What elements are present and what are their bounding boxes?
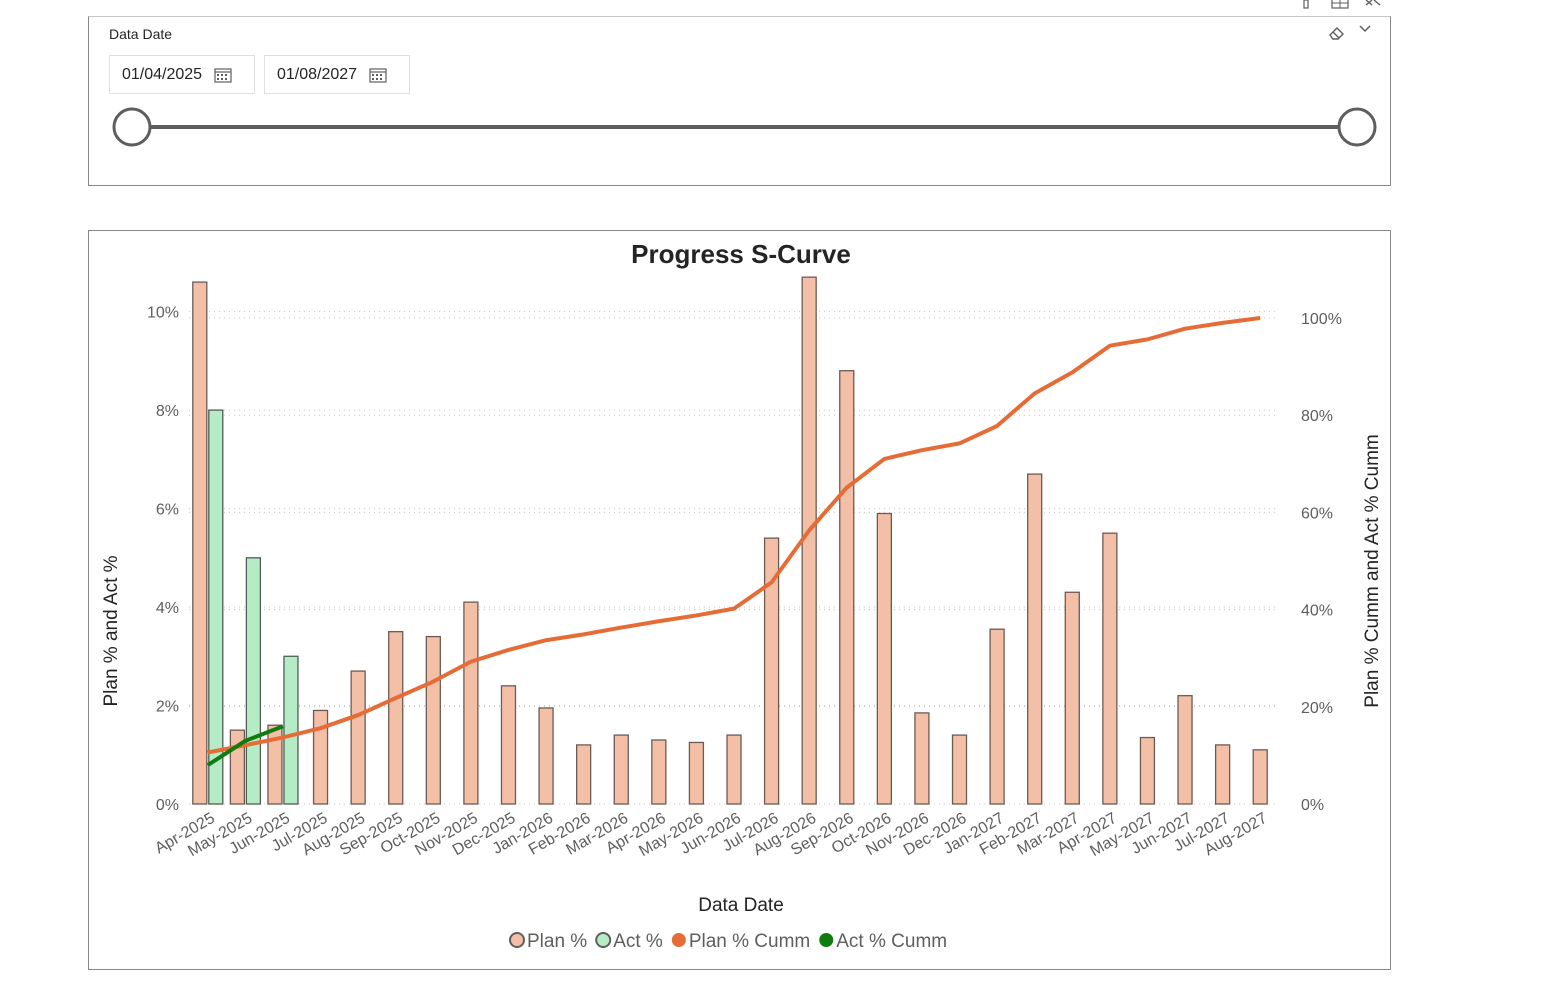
focus-mode-icon[interactable] [1331, 0, 1349, 9]
date-slicer: Data Date 01/04/2025 01/08/2027 [88, 16, 1391, 186]
y-left-tick-label: 4% [156, 600, 179, 617]
y-axis-right-label: Plan % Cumm and Act % Cumm [1362, 434, 1383, 707]
plan-bar[interactable] [726, 734, 742, 805]
left-y-axis: 0% 2% 4% 6% 8% 10% [147, 305, 179, 814]
slicer-title: Data Date [109, 26, 173, 42]
slider-start-handle[interactable] [112, 107, 152, 147]
plan-bar[interactable] [1027, 473, 1043, 805]
plan-bar[interactable] [651, 739, 667, 805]
legend-marker[interactable] [671, 933, 686, 947]
legend-label[interactable]: Plan % Cumm [689, 931, 810, 952]
plan-bar[interactable] [576, 744, 592, 805]
end-date-input[interactable]: 01/08/2027 [264, 55, 410, 94]
chart-title: Progress S-Curve [631, 239, 851, 269]
plan-bar[interactable] [1252, 749, 1268, 805]
y-right-tick-label: 0% [1301, 797, 1324, 814]
plan-bar[interactable] [951, 734, 968, 805]
plan-bar[interactable] [425, 635, 441, 805]
more-options-icon[interactable] [1365, 0, 1381, 6]
plan-cummline[interactable] [207, 316, 1261, 755]
y-right-tick-label: 60% [1301, 505, 1333, 522]
x-axis-label: Data Date [698, 895, 784, 916]
y-left-tick-label: 8% [156, 403, 179, 420]
plan-bar[interactable] [613, 734, 629, 805]
start-date-input[interactable]: 01/04/2025 [109, 55, 255, 94]
end-date-value: 01/08/2027 [277, 65, 358, 83]
act-bar[interactable] [208, 409, 224, 805]
plan-bar[interactable] [763, 537, 780, 805]
visual-header-icons [1303, 0, 1381, 9]
plan-bar[interactable] [312, 709, 329, 805]
progress-s-curve-visual: Progress S-Curve 0% 2% 4% 6% 8% 10% 0% 20% 40% 6… [88, 230, 1391, 970]
legend-label[interactable]: Plan % [527, 931, 587, 952]
legend-label[interactable]: Act % [613, 931, 663, 952]
legend-marker[interactable] [819, 933, 834, 947]
start-date-value: 01/04/2025 [122, 65, 203, 83]
plan-bar[interactable] [267, 724, 283, 805]
eraser-icon[interactable] [1328, 25, 1346, 41]
bars [192, 276, 1268, 805]
calendar-icon[interactable] [369, 67, 387, 83]
act-bar[interactable] [283, 655, 299, 805]
y-right-tick-label: 20% [1301, 700, 1333, 717]
y-right-tick-label: 40% [1301, 603, 1333, 620]
plan-bar[interactable] [989, 628, 1005, 805]
plan-bar[interactable] [839, 370, 855, 805]
legend: Plan % Act % Plan % Cumm Act % Cumm [509, 931, 947, 952]
plan-bar[interactable] [688, 741, 705, 805]
y-left-tick-label: 0% [156, 797, 179, 814]
plan-bar[interactable] [1139, 736, 1156, 805]
plan-bar[interactable] [192, 281, 208, 805]
act-bar[interactable] [245, 557, 262, 805]
y-right-tick-label: 100% [1301, 311, 1342, 328]
right-y-axis: 0% 20% 40% 60% 80% 100% [1301, 311, 1342, 814]
plan-bar[interactable] [463, 601, 479, 805]
lines [206, 316, 1261, 767]
x-axis: Apr-2025May-2025Jun-2025Jul-2025Aug-2025… [152, 810, 1270, 860]
plan-bar[interactable] [1102, 532, 1118, 805]
plan-bar[interactable] [876, 512, 892, 805]
y-axis-left-label: Plan % and Act % [101, 555, 122, 706]
plan-bar[interactable] [1064, 591, 1080, 805]
legend-marker[interactable] [595, 932, 612, 948]
plan-bar[interactable] [388, 631, 404, 805]
plan-bar[interactable] [500, 685, 517, 805]
plan-bar[interactable] [538, 707, 554, 805]
calendar-icon[interactable] [214, 67, 232, 83]
y-right-tick-label: 80% [1301, 408, 1333, 425]
plan-bar[interactable] [1214, 744, 1231, 805]
plan-bar[interactable] [914, 712, 930, 805]
pin-icon[interactable] [1303, 0, 1309, 9]
chevron-down-icon[interactable] [1358, 23, 1372, 35]
legend-label[interactable]: Act % Cumm [836, 931, 947, 952]
date-range-slider[interactable] [89, 107, 1392, 147]
slider-end-handle[interactable] [1337, 107, 1377, 147]
y-left-tick-label: 2% [156, 699, 179, 716]
plan-bar[interactable] [1177, 695, 1193, 805]
chart-svg: Progress S-Curve 0% 2% 4% 6% 8% 10% 0% 20% 40% 6… [101, 239, 1383, 952]
act-cummline[interactable] [206, 724, 284, 767]
plan-bar[interactable] [350, 670, 366, 805]
plan-bar[interactable] [801, 276, 817, 805]
legend-marker[interactable] [509, 932, 525, 948]
y-left-tick-label: 10% [147, 305, 179, 322]
y-left-tick-label: 6% [156, 502, 179, 519]
